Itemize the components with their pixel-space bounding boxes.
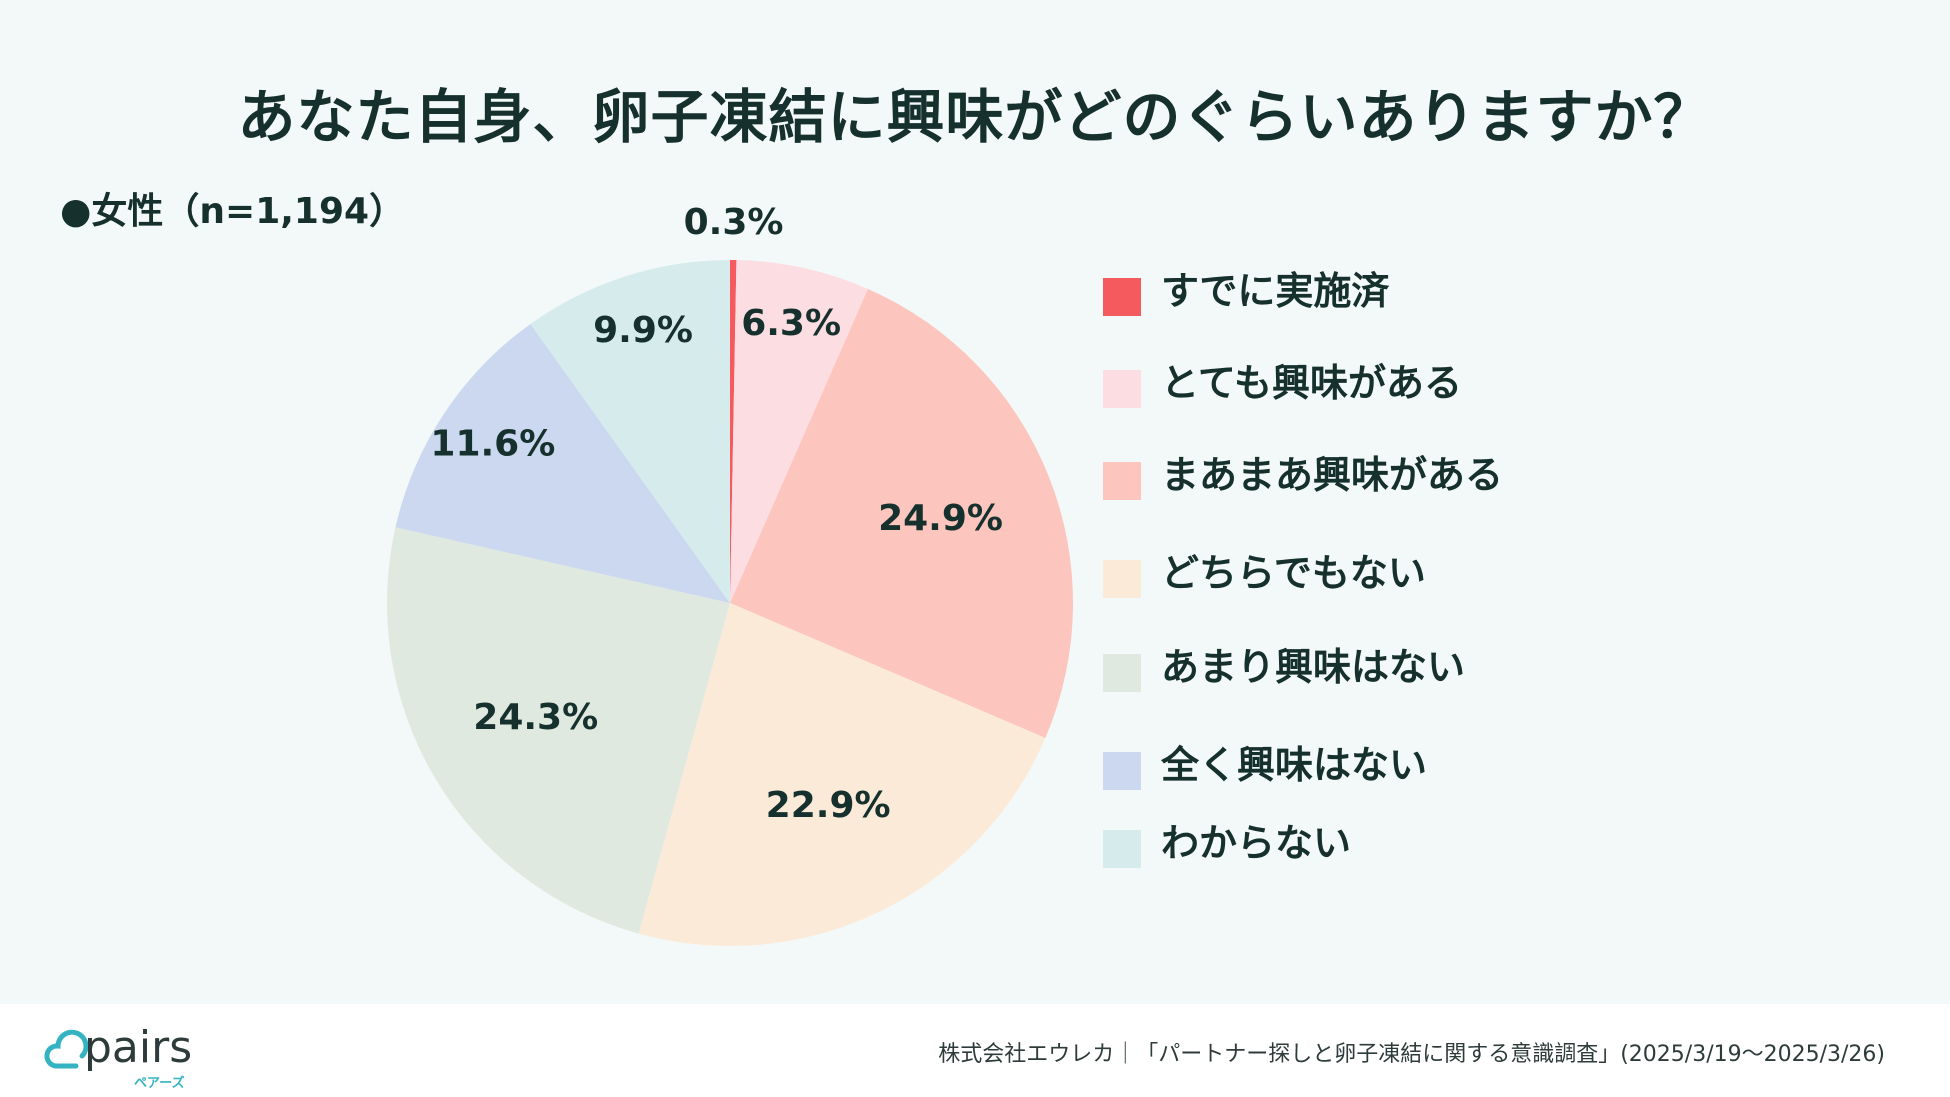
legend-label: とても興味がある	[1161, 361, 1462, 405]
logo-subtext: ペアーズ	[134, 1076, 185, 1091]
pie-data-label: 9.9%	[593, 310, 693, 351]
pie-slices	[387, 260, 1074, 947]
pie-slice	[530, 260, 730, 603]
legend-item: わからない	[1103, 808, 1603, 868]
source-credit: 株式会社エウレカ｜「パートナー探しと卵子凍結に関する意識調査」(2025/3/1…	[938, 1042, 1885, 1067]
legend-item: あまり興味はない	[1103, 632, 1603, 692]
logo-text: pairs	[84, 1022, 193, 1073]
chart-title: あなた自身、卵子凍結に興味がどのぐらいありますか？	[237, 83, 1713, 151]
legend-label: まあまあ興味がある	[1161, 453, 1504, 497]
legend-swatch	[1103, 560, 1141, 598]
sample-size-label: ●女性（n=1,194）	[60, 191, 406, 232]
pie-slice	[730, 260, 737, 603]
pie-data-label: 6.3%	[741, 303, 841, 344]
pie-slice	[730, 288, 1074, 738]
pie-chart: 0.3% 6.3% 24.9% 22.9% 24.3% 11.6% 9.9%	[387, 202, 1074, 947]
legend-label: あまり興味はない	[1161, 645, 1466, 689]
cloud-icon	[44, 1029, 89, 1069]
legend-label: 全く興味はない	[1161, 743, 1428, 787]
footer: pairs ペアーズ 株式会社エウレカ｜「パートナー探しと卵子凍結に関する意識調…	[0, 1004, 1950, 1097]
legend-item: すでに実施済	[1103, 256, 1603, 316]
legend-label: すでに実施済	[1161, 269, 1390, 313]
legend-swatch	[1103, 830, 1141, 868]
pie-slice	[638, 603, 1046, 947]
pie-data-label: 0.3%	[684, 202, 784, 243]
legend-swatch	[1103, 654, 1141, 692]
legend-swatch	[1103, 752, 1141, 790]
pie-data-label: 24.9%	[878, 498, 1003, 539]
pie-slice	[387, 527, 730, 934]
legend-item: まあまあ興味がある	[1103, 440, 1603, 500]
legend-item: 全く興味はない	[1103, 730, 1603, 790]
legend-item: どちらでもない	[1103, 538, 1603, 598]
pairs-logo[interactable]: pairs ペアーズ	[42, 1022, 202, 1092]
legend-swatch	[1103, 278, 1141, 316]
pie-data-label: 24.3%	[473, 697, 598, 738]
legend-label: どちらでもない	[1161, 551, 1426, 595]
pie-slice	[395, 323, 730, 603]
pie-slice	[730, 260, 868, 603]
pie-data-label: 22.9%	[766, 785, 891, 826]
legend-swatch	[1103, 462, 1141, 500]
legend-label: わからない	[1161, 821, 1352, 865]
legend-swatch	[1103, 370, 1141, 408]
pie-data-label: 11.6%	[430, 423, 555, 464]
legend-item: とても興味がある	[1103, 348, 1603, 408]
pie-data-labels: 0.3% 6.3% 24.9% 22.9% 24.3% 11.6% 9.9%	[430, 202, 1003, 826]
